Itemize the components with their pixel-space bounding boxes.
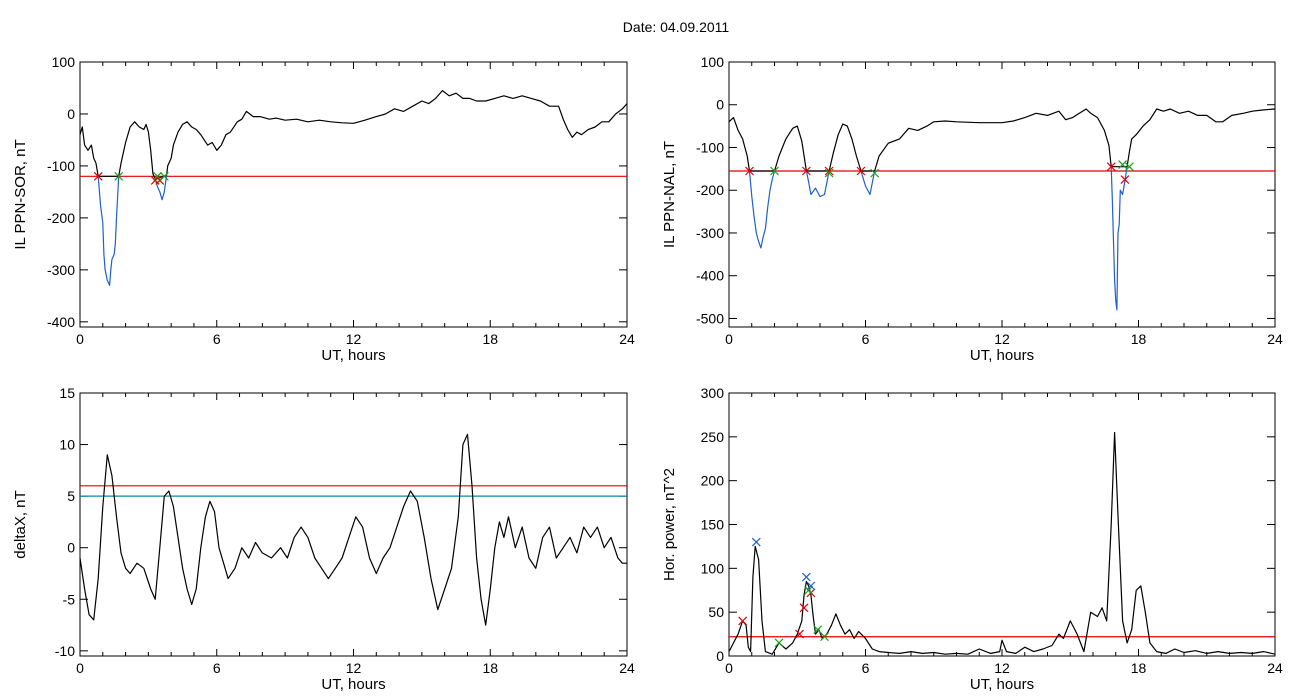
x-axis-label: UT, hours xyxy=(321,676,385,693)
event-marker xyxy=(801,572,811,582)
event-marker xyxy=(751,537,761,547)
chart-power: 0 6 12 18 24 300 250 200 150 100 50 0 UT, hours Hor. … xyxy=(661,385,1283,693)
series-line xyxy=(1110,166,1128,311)
event-marker xyxy=(820,632,829,642)
event-marker xyxy=(1106,162,1116,172)
y-tick-label: -100 xyxy=(47,158,75,174)
y-tick-label: 0 xyxy=(716,97,724,113)
series-line xyxy=(79,90,628,180)
event-marker xyxy=(795,629,804,639)
series-line xyxy=(728,431,1276,655)
event-marker xyxy=(114,171,124,181)
y-axis-label: IL PPN-SOR, nT xyxy=(12,139,29,249)
event-marker xyxy=(1120,175,1130,184)
x-tick-label: 12 xyxy=(346,660,362,676)
event-marker xyxy=(745,166,754,176)
x-tick-label: 6 xyxy=(862,660,870,676)
y-tick-label: 100 xyxy=(701,560,725,576)
y-axis-label: Hor. power, nT^2 xyxy=(661,468,678,581)
event-marker xyxy=(804,585,814,595)
event-marker xyxy=(870,168,880,178)
y-tick-label: -100 xyxy=(696,139,724,155)
event-marker xyxy=(738,616,748,626)
x-tick-label: 18 xyxy=(482,660,498,676)
x-tick-label: 0 xyxy=(725,660,733,676)
x-tick-label: 18 xyxy=(1131,660,1147,676)
y-tick-label: 0 xyxy=(67,540,75,556)
x-tick-label: 12 xyxy=(346,331,362,347)
chart-nal: 0 6 12 18 24 100 0 -100 -200 -300 -400 -500 UT, hour… xyxy=(661,54,1283,364)
y-tick-label: 200 xyxy=(701,473,725,489)
y-axis-label: deltaX, nT xyxy=(12,490,29,558)
y-tick-label: 100 xyxy=(701,54,725,70)
y-tick-label: -10 xyxy=(55,643,75,659)
y-tick-label: 10 xyxy=(59,437,75,453)
x-tick-label: 24 xyxy=(1267,331,1283,347)
event-marker xyxy=(93,171,103,181)
y-tick-label: 5 xyxy=(67,488,75,504)
series-line xyxy=(79,433,627,626)
event-marker xyxy=(824,168,834,178)
x-tick-label: 6 xyxy=(862,331,870,347)
event-marker xyxy=(1118,160,1127,170)
series-line xyxy=(805,170,830,198)
x-axis-label: UT, hours xyxy=(321,347,385,364)
y-tick-label: -400 xyxy=(696,268,724,284)
series-line xyxy=(860,170,876,196)
y-tick-label: -200 xyxy=(696,182,724,198)
x-tick-label: 18 xyxy=(1131,331,1147,347)
event-marker xyxy=(813,625,823,635)
x-tick-label: 18 xyxy=(482,331,498,347)
event-marker xyxy=(806,581,816,591)
y-tick-label: -300 xyxy=(696,225,724,241)
plot-frame xyxy=(728,392,1276,657)
y-tick-label: -500 xyxy=(696,310,724,326)
x-tick-label: 0 xyxy=(76,331,84,347)
event-marker xyxy=(824,166,834,176)
event-marker xyxy=(774,638,784,648)
x-axis-label: UT, hours xyxy=(970,676,1034,693)
x-tick-label: 12 xyxy=(994,331,1010,347)
series-line xyxy=(154,175,168,201)
x-tick-label: 0 xyxy=(725,331,733,347)
y-tick-label: 0 xyxy=(716,648,724,664)
event-marker xyxy=(1124,162,1134,172)
y-tick-label: 100 xyxy=(52,54,76,70)
x-axis-label: UT, hours xyxy=(970,347,1034,364)
event-marker xyxy=(770,166,779,176)
chart-deltax: 0 6 12 18 24 15 10 5 0 -5 -10 UT, hours deltaX, nT xyxy=(12,385,635,693)
y-tick-label: 0 xyxy=(67,106,75,122)
x-tick-label: 24 xyxy=(619,660,635,676)
y-tick-label: -300 xyxy=(47,262,75,278)
x-tick-label: 12 xyxy=(994,660,1010,676)
y-axis-label: IL PPN-NAL, nT xyxy=(661,141,678,248)
x-tick-label: 0 xyxy=(76,660,84,676)
y-tick-label: 250 xyxy=(701,429,725,445)
x-tick-label: 6 xyxy=(213,331,221,347)
x-tick-label: 6 xyxy=(213,660,221,676)
event-marker xyxy=(159,171,169,181)
y-tick-label: 300 xyxy=(701,385,725,401)
y-tick-label: -5 xyxy=(63,591,76,607)
event-marker xyxy=(153,171,162,181)
event-marker xyxy=(801,166,811,176)
series-line xyxy=(748,170,776,249)
y-tick-label: -200 xyxy=(47,210,75,226)
y-tick-label: 15 xyxy=(59,385,75,401)
event-marker xyxy=(856,166,866,176)
plot-frame xyxy=(79,61,628,328)
chart-sor: 0 6 12 18 24 100 0 -100 -200 -300 -400 UT, hours IL … xyxy=(12,54,635,364)
event-marker xyxy=(799,603,809,613)
page-title: Date: 04.09.2011 xyxy=(622,19,730,35)
y-tick-label: -400 xyxy=(47,314,75,330)
x-tick-label: 24 xyxy=(1267,660,1283,676)
y-tick-label: 50 xyxy=(708,604,724,620)
y-tick-label: 150 xyxy=(701,517,725,533)
x-tick-label: 24 xyxy=(619,331,635,347)
series-line xyxy=(97,176,120,286)
series-line xyxy=(728,108,1276,172)
